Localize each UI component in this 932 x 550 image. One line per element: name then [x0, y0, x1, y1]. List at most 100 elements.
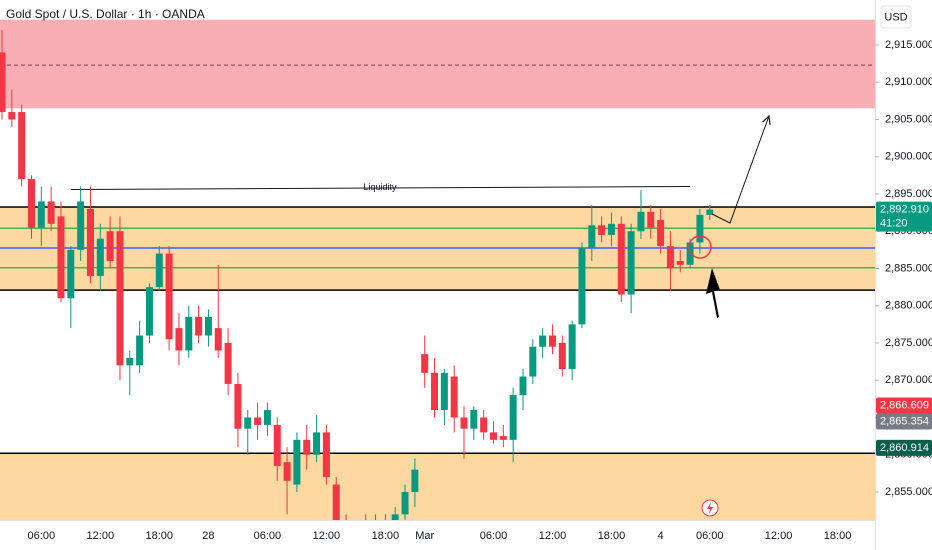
candle-body — [303, 439, 311, 455]
y-tick-label: 2,875.000 — [885, 337, 932, 349]
x-tick-label: 18:00 — [824, 530, 852, 542]
candle-body — [598, 225, 606, 235]
currency-box — [880, 5, 912, 29]
candle-body — [421, 354, 429, 373]
price-tag — [876, 439, 932, 456]
candle-body — [431, 372, 439, 411]
candle-body — [460, 417, 468, 429]
candle-body — [77, 201, 85, 250]
candle-body — [696, 214, 704, 243]
candle-body — [322, 432, 330, 478]
pointer-arrow — [706, 268, 720, 318]
liquidity-line — [70, 186, 691, 191]
x-tick-label: 18:00 — [146, 530, 174, 542]
x-tick-label: 12:00 — [87, 530, 115, 542]
y-tick-label: 2,870.000 — [885, 374, 932, 386]
candle-body — [617, 223, 625, 295]
candle-body — [27, 179, 35, 228]
candle-body — [86, 208, 94, 276]
price-tag-label: 2,892.910 — [880, 203, 929, 215]
x-tick-label: 12:00 — [313, 530, 341, 542]
price-axis: 2,855.0002,860.0002,865.0002,870.0002,87… — [875, 39, 932, 498]
candle-body — [214, 328, 222, 351]
y-tick-label: 2,915.000 — [885, 39, 932, 51]
candle-body — [18, 112, 26, 180]
candle-body — [126, 357, 134, 366]
y-tick-label: 2,910.000 — [885, 76, 932, 88]
candle-body — [195, 316, 203, 336]
y-tick-label: 2,895.000 — [885, 188, 932, 200]
x-tick-label: 18:00 — [598, 530, 626, 542]
candle-body — [96, 238, 104, 276]
highlight-circle — [688, 235, 712, 259]
countdown: 41:20 — [880, 217, 908, 229]
price-tag-label: 2,866.609 — [880, 399, 929, 411]
x-tick-label: Mar — [415, 530, 434, 542]
candle-body — [57, 216, 65, 299]
candle-body — [273, 424, 281, 466]
candle-body — [499, 436, 507, 440]
x-tick-label: 06:00 — [696, 530, 724, 542]
candle-body — [411, 469, 419, 492]
plot-area: Liquidity — [0, 19, 875, 520]
candle-body — [47, 201, 55, 224]
candle-body — [686, 242, 694, 265]
liquidity: Liquidity — [70, 182, 691, 192]
candle-body — [666, 246, 674, 269]
x-tick-label: 06:00 — [28, 530, 56, 542]
candle-body — [490, 432, 497, 440]
candle-body — [332, 484, 340, 520]
candle-body — [627, 231, 635, 295]
candle-body — [67, 249, 75, 299]
candle-body — [470, 410, 478, 429]
y-tick-label: 2,885.000 — [885, 262, 932, 274]
y-tick-label: 2,855.000 — [885, 486, 932, 498]
candle-body — [450, 376, 458, 418]
chart-title: Gold Spot / U.S. Dollar · 1h · OANDA — [6, 7, 205, 21]
x-tick-label: 06:00 — [480, 530, 508, 542]
price-tag-label: 2,860.914 — [880, 442, 929, 454]
x-tick-label: 18:00 — [372, 530, 400, 542]
y-tick-label: 2,905.000 — [885, 113, 932, 125]
candle-body — [558, 342, 566, 370]
price-tags: 2,892.910 41:20 2,866.609 2,865.354 2,860.91… — [876, 201, 932, 456]
x-tick-label: 28 — [202, 530, 214, 542]
x-tick-label: 06:00 — [254, 530, 282, 542]
candle-body — [539, 335, 547, 347]
candle-body — [529, 346, 537, 377]
candle-body — [440, 372, 448, 411]
candle-body — [263, 410, 271, 425]
candle-body — [116, 231, 124, 366]
candle-body — [391, 514, 399, 520]
candles — [0, 30, 714, 520]
candle-body — [548, 335, 556, 347]
price-tag-label: 2,865.354 — [880, 415, 929, 427]
candle-body — [175, 328, 183, 351]
candle-body — [8, 112, 16, 120]
candle-body — [578, 247, 586, 325]
candle-body — [519, 376, 527, 396]
zone — [0, 19, 875, 109]
candle-body — [401, 491, 409, 515]
candle-body — [106, 231, 114, 262]
candle-body — [509, 395, 517, 440]
price-tag — [876, 413, 932, 430]
candle-body — [204, 316, 212, 336]
candle-body — [480, 417, 488, 433]
candle-body — [234, 383, 242, 429]
candle-body — [676, 261, 684, 265]
candle-body — [145, 287, 153, 336]
y-tick-label: 2,900.000 — [885, 151, 932, 163]
candle-body — [293, 439, 301, 485]
zone — [0, 453, 875, 520]
price-tag — [876, 397, 932, 414]
candle-body — [313, 432, 321, 455]
zones — [0, 19, 875, 520]
drawings — [688, 116, 769, 517]
x-tick-label: 4 — [658, 530, 664, 542]
x-tick-label: 12:00 — [765, 530, 793, 542]
candle-body — [657, 220, 665, 247]
levels — [0, 64, 875, 454]
candle-body — [637, 211, 645, 232]
candle-body — [37, 201, 45, 228]
